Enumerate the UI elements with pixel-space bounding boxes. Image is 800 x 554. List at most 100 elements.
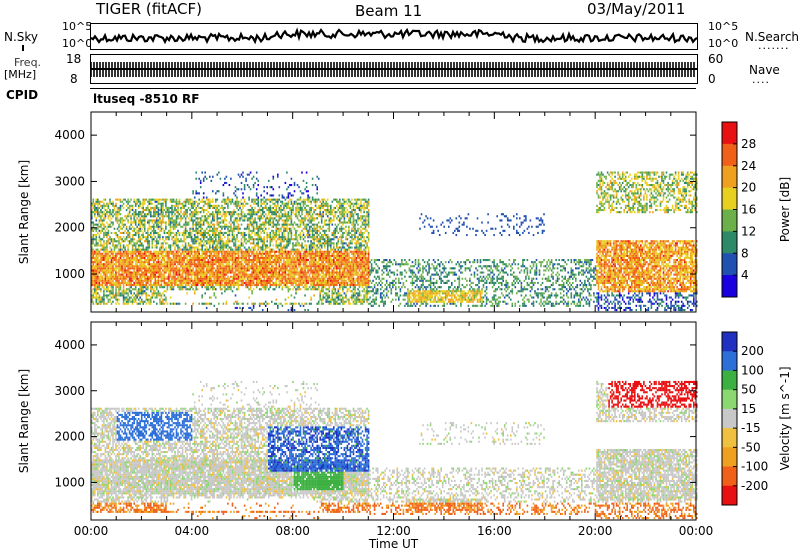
data-cell [263,200,265,203]
data-cell [169,302,172,305]
data-cell [181,261,184,264]
data-cell [204,259,206,262]
data-cell [230,177,232,180]
data-cell [292,206,294,209]
data-cell [140,298,143,301]
data-cell [207,229,210,232]
data-cell [115,244,117,247]
data-cell [116,277,119,280]
data-cell [112,223,114,226]
data-cell [275,256,278,259]
data-cell [275,200,278,203]
data-cell [150,250,152,253]
data-cell [299,281,302,284]
data-cell [233,263,235,266]
data-cell [293,190,296,193]
data-cell [286,229,288,232]
data-cell [201,236,203,239]
data-cell [125,275,128,278]
data-cell [92,202,95,205]
data-cell [216,284,219,287]
data-cell [261,246,264,249]
data-cell [193,204,196,207]
data-cell [143,223,146,226]
data-cell [271,236,273,239]
data-cell [92,275,95,278]
data-cell [180,252,182,255]
data-cell [277,211,279,214]
data-cell [189,234,191,237]
data-cell [116,300,119,303]
data-cell [143,269,146,272]
data-cell [233,254,235,257]
data-cell [156,219,158,222]
data-cell [255,188,258,191]
data-cell [236,250,238,253]
data-cell [283,196,285,199]
data-cell [280,204,282,207]
data-cell [168,217,170,220]
data-cell [286,250,288,253]
data-cell [263,256,265,259]
data-cell [260,209,262,212]
data-cell [290,281,293,284]
data-cell [103,279,105,282]
data-cell [239,250,241,253]
data-cell [189,246,191,249]
data-cell [145,275,148,278]
data-cell [287,206,290,209]
data-cell [237,277,240,280]
data-cell [113,227,116,230]
data-cell [137,221,140,224]
data-cell [174,206,176,209]
data-cell [251,229,253,232]
data-cell [140,229,143,232]
data-cell [95,296,98,299]
data-cell [118,240,120,243]
data-cell [207,248,210,251]
data-cell [130,223,132,226]
data-cell [134,271,137,274]
data-cell [269,275,272,278]
data-cell [261,227,264,230]
data-cell [171,263,173,266]
data-cell [242,259,244,262]
data-cell [290,302,293,305]
data-cell [150,213,152,216]
data-cell [192,202,194,205]
data-cell [258,277,261,280]
data-cell [292,244,294,247]
data-cell [154,271,157,274]
data-cell [147,279,149,282]
data-cell [142,234,144,237]
data-cell [101,296,104,299]
data-cell [127,263,129,266]
data-cell [195,256,197,259]
data-cell [263,271,265,274]
data-cell [280,267,282,270]
data-cell [293,277,296,280]
data-cell [94,215,96,218]
data-cell [131,294,134,297]
data-cell [205,254,208,257]
data-cell [103,248,105,251]
data-cell [97,265,99,268]
data-cell [103,217,105,220]
data-cell [278,198,281,201]
data-cell [231,215,234,218]
data-cell [92,263,95,266]
data-cell [284,254,287,257]
data-cell [137,252,140,255]
data-cell [222,252,225,255]
data-cell [269,236,272,239]
data-cell [148,234,151,237]
data-cell [271,250,273,253]
data-cell [186,269,188,272]
data-cell [248,227,250,230]
data-cell [277,215,279,218]
data-cell [178,246,181,249]
data-cell [147,298,149,301]
data-cell [128,252,131,255]
data-cell [227,240,229,243]
data-cell [274,204,276,207]
